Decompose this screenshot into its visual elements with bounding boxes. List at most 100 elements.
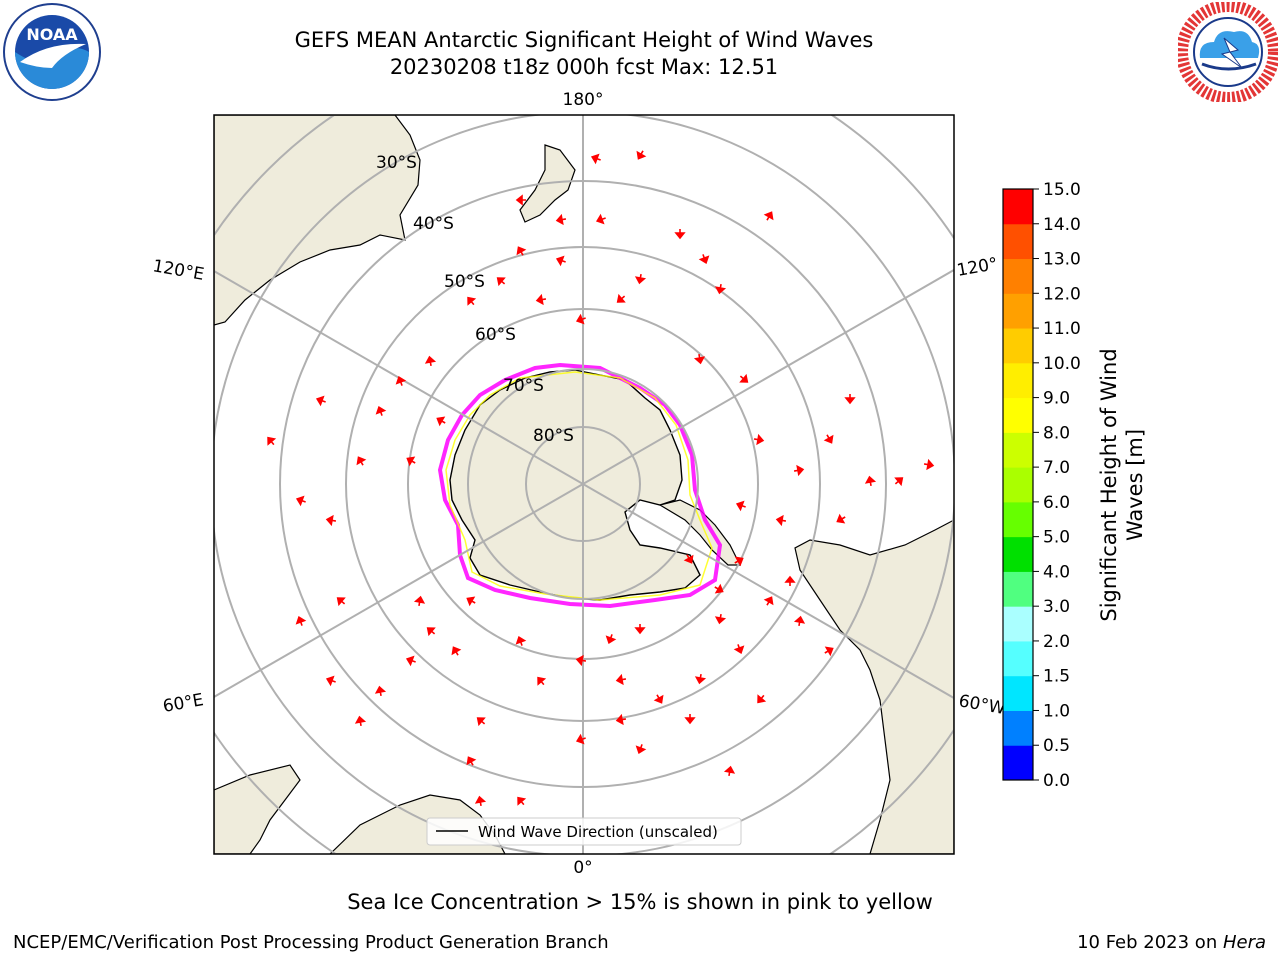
colorbar-ticks: 0.0 0.5 1.0 1.5 2.0 3.0 4.0 5.0 6.0 7.0 8.0 9.0 10.0… [1033,180,1081,791]
lon-label-180: 180° [563,90,604,110]
footer-host: Hera [1222,932,1266,953]
wave-direction-arrow [555,255,566,267]
wave-direction-arrow [496,277,506,287]
colorbar-tick-label: 0.5 [1043,736,1070,756]
wave-direction-arrow [836,513,846,524]
colorbar-frame [1002,188,1034,781]
wave-direction-arrow [515,635,527,646]
south-america-land [794,519,954,854]
colorbar-segment [1003,675,1033,711]
wave-direction-arrow [537,676,547,686]
wave-direction-arrow [698,254,710,265]
colorbar-segment [1003,397,1033,433]
wave-direction-arrow [336,597,346,607]
colorbar-tick-label: 4.0 [1043,562,1070,582]
wave-direction-arrow [575,733,586,745]
wave-direction-arrow [590,153,601,165]
colorbar-segment [1003,467,1033,503]
colorbar-tick-label: 10.0 [1043,354,1081,374]
colorbar-segment [1003,501,1033,538]
wave-direction-arrow [757,694,767,704]
wave-direction-arrow [763,211,774,221]
colorbar-segment [1003,432,1033,468]
wave-direction-arrow [793,464,805,477]
wave-direction-arrow [734,556,744,567]
wave-direction-arrow [674,229,686,240]
wave-direction-arrow [634,624,646,635]
colorbar-tick-label: 5.0 [1043,528,1070,548]
wave-direction-arrow [405,655,416,667]
wave-direction-arrow [784,575,796,586]
wave-direction-arrow [694,673,707,685]
wave-direction-arrow [354,715,367,727]
noaa-logo: NOAA [3,3,101,101]
wave-direction-arrow [714,583,724,594]
wave-direction-arrow [315,395,326,407]
meridians [214,115,954,854]
footer-date-text: 10 Feb 2023 on [1077,932,1223,953]
wave-direction-arrow [739,373,749,383]
colorbar-tick-label: 15.0 [1043,180,1081,200]
wave-direction-arrow [823,434,834,444]
footer-date: 10 Feb 2023 on Hera [1077,932,1266,953]
wave-direction-arrow [723,765,736,777]
wave-direction-arrow [406,456,416,467]
wave-direction-arrow [923,458,935,471]
wave-direction-arrow [575,313,586,325]
noaa-logo-text: NOAA [26,25,78,44]
wave-direction-arrow [684,714,696,725]
chart-title-line1: GEFS MEAN Antarctic Significant Height o… [294,28,874,52]
wave-direction-arrow [467,296,477,306]
wave-direction-arrow [426,627,436,637]
wave-direction-arrow [555,213,567,226]
colorbar-segment [1003,362,1033,399]
africa-land [214,764,301,854]
australia-land [214,115,421,326]
wave-direction-arrow [753,433,765,446]
colorbar-tick-label: 13.0 [1043,250,1081,270]
colorbar-tick-label: 7.0 [1043,458,1070,478]
map-legend: Wind Wave Direction (unscaled) [426,817,742,846]
wave-direction-arrow [616,293,626,303]
colorbar-tick-label: 6.0 [1043,493,1070,513]
lat-label: 70°S [503,376,544,396]
wave-direction-arrow [714,613,727,625]
wave-direction-arrow [683,554,694,564]
colorbar: 0.0 0.5 1.0 1.5 2.0 3.0 4.0 5.0 6.0 7.0 8.0 9.0 10.0… [1002,180,1147,791]
colorbar-tick-label: 2.0 [1043,632,1070,652]
lat-label: 50°S [444,272,485,292]
wave-direction-arrow [605,634,617,645]
colorbar-segment [1003,640,1033,677]
wave-direction-arrow [615,713,627,726]
lon-label-60e: 60°E [161,690,205,717]
colorbar-tick-label: 11.0 [1043,319,1081,339]
lat-label: 40°S [413,214,454,234]
wave-direction-arrow [476,717,486,727]
wave-direction-arrow [636,150,647,160]
wave-direction-arrow [775,514,787,527]
wave-direction-arrow [894,477,904,487]
wave-direction-arrow [634,273,647,285]
colorbar-segments [1003,189,1033,781]
footer-branch: NCEP/EMC/Verification Post Processing Pr… [13,932,609,953]
colorbar-segment [1003,258,1033,294]
colorbar-segment [1003,293,1033,329]
colorbar-segment [1003,536,1033,572]
wave-direction-arrow [295,615,307,626]
wave-direction-arrow [375,405,387,416]
wave-direction-arrow [436,416,446,427]
colorbar-segment [1003,606,1033,642]
colorbar-label-line2: Waves [m] [1123,429,1147,541]
wave-direction-arrow [395,375,407,386]
lat-label: 60°S [475,325,516,345]
wave-direction-arrow [516,246,527,256]
colorbar-segment [1003,745,1033,781]
antarctica-land [449,369,701,601]
chart-title-line2: 20230208 t18z 000h fcst Max: 12.51 [389,55,779,79]
wave-direction-arrow [466,756,477,766]
wave-direction-arrow [864,475,877,487]
colorbar-tick-label: 8.0 [1043,423,1070,443]
colorbar-tick-label: 9.0 [1043,389,1070,409]
legend-label: Wind Wave Direction (unscaled) [478,823,718,841]
wave-direction-arrow [615,673,627,686]
